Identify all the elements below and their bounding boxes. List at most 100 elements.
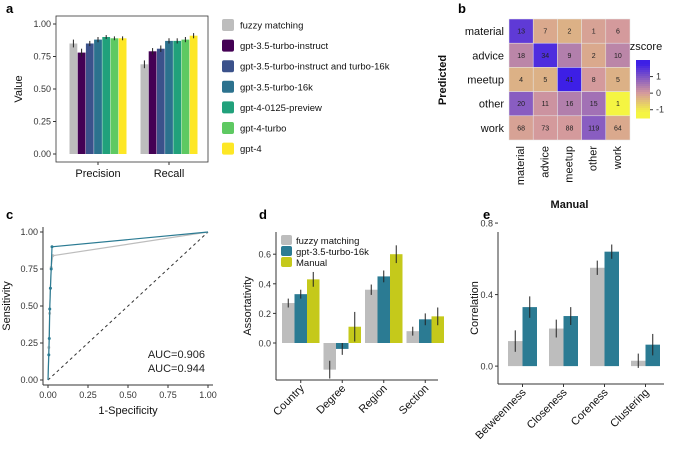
- bar: [390, 254, 403, 343]
- legend-gradient-step: [636, 100, 650, 103]
- cell-value: 6: [616, 29, 620, 36]
- legend-tick-label: 1: [656, 72, 661, 82]
- legend-gradient-step: [636, 112, 650, 115]
- legend-swatch: [281, 246, 292, 256]
- x-category-label: Closeness: [525, 386, 570, 431]
- cell-value: 73: [541, 125, 549, 132]
- legend-gradient-step: [636, 94, 650, 97]
- legend-label: fuzzy matching: [296, 236, 359, 247]
- legend-label: gpt-4: [240, 144, 262, 155]
- bar: [69, 43, 78, 154]
- cell-value: 119: [588, 125, 599, 132]
- legend-label: gpt-3.5-turbo-instruct: [240, 41, 329, 52]
- y-tick-label: 1.00: [33, 19, 51, 29]
- legend-gradient-step: [636, 62, 650, 65]
- heatmap-cell: [508, 67, 534, 92]
- panel-c: c 0.00 0.25 0.50 0.75 1.00 0.00 0.25 0.50 0.75 1.0…: [1, 207, 217, 417]
- legend-gradient-step: [636, 76, 650, 79]
- legend-swatch: [222, 122, 234, 134]
- bar: [406, 331, 419, 343]
- bar: [156, 48, 165, 155]
- heatmap-cell: [581, 67, 607, 92]
- col-label: other: [588, 146, 600, 171]
- heatmap-cell: [557, 18, 582, 44]
- cell-value: 11: [542, 101, 549, 108]
- x-category-label: Degree: [314, 383, 348, 417]
- legend-gradient-step: [636, 66, 650, 69]
- heatmap-cell: [605, 67, 631, 92]
- x-category-label: Recall: [154, 168, 185, 180]
- heatmap-cell: [508, 91, 534, 117]
- x-tick-label: 0.25: [79, 390, 97, 400]
- bar: [181, 39, 190, 154]
- legend-gradient-step: [636, 104, 650, 107]
- legend-gradient-step: [636, 110, 650, 113]
- y-tick-label: 0.0: [480, 362, 493, 372]
- cell-value: 5: [543, 77, 547, 84]
- legend-gradient-step: [636, 90, 650, 93]
- col-label: meetup: [564, 146, 576, 183]
- heatmap-cell: [557, 115, 582, 141]
- heatmap-cell: [581, 115, 607, 141]
- panel-d-label: d: [259, 207, 267, 222]
- legend-title: zscore: [630, 41, 662, 53]
- heatmap-cell: [532, 115, 558, 141]
- legend-swatch: [222, 60, 234, 73]
- cell-value: 7: [543, 29, 547, 36]
- y-axis-title: Assortativity: [242, 276, 254, 336]
- bar: [165, 40, 173, 154]
- y-tick-label: 0.25: [20, 338, 38, 348]
- legend-gradient-step: [636, 96, 650, 99]
- bar: [419, 319, 432, 343]
- auc-label: AUC=0.906: [148, 349, 205, 361]
- bar: [522, 307, 537, 367]
- bar: [118, 38, 127, 154]
- panel-a: a 0.00 0.25 0.50 0.75 1.00 Value Precision Recal…: [6, 1, 390, 180]
- cell-value: 10: [614, 53, 622, 60]
- bar: [173, 40, 182, 154]
- bar: [549, 328, 564, 367]
- panel-c-label: c: [6, 207, 13, 222]
- bar: [110, 38, 119, 154]
- legend-gradient-step: [636, 102, 650, 105]
- x-category-label: Country: [271, 382, 307, 418]
- cell-value: 13: [517, 29, 525, 36]
- y-axis-title: Predicted: [437, 55, 449, 105]
- legend-swatch: [222, 39, 234, 52]
- x-tick-label: 1.00: [199, 390, 217, 400]
- bar: [307, 279, 320, 343]
- col-label: work: [612, 146, 624, 171]
- bar: [604, 251, 619, 367]
- row-label: other: [479, 99, 504, 111]
- col-label: material: [515, 146, 527, 185]
- legend-tick-label: -1: [656, 105, 664, 115]
- legend-swatch: [281, 235, 292, 245]
- heatmap-cell: [532, 42, 558, 68]
- x-category-label: Clustering: [608, 387, 652, 431]
- legend-label: gpt-3.5-turbo-16k: [296, 247, 369, 258]
- legend-gradient-step: [636, 86, 650, 89]
- heatmap-cell: [532, 18, 558, 44]
- panel-a-label: a: [6, 1, 14, 16]
- x-category-label: Coreness: [569, 386, 611, 428]
- legend-gradient-step: [636, 68, 650, 71]
- bar: [140, 64, 149, 154]
- y-tick-label: 0.2: [258, 309, 271, 319]
- cell-value: 15: [590, 101, 598, 108]
- col-label: advice: [539, 146, 551, 178]
- y-tick-label: 0.00: [33, 149, 51, 159]
- legend-label: Manual: [296, 258, 327, 269]
- cell-value: 1: [592, 29, 596, 36]
- y-tick-label: 0.00: [20, 375, 38, 385]
- cell-value: 9: [568, 53, 572, 60]
- bar: [148, 51, 157, 154]
- x-category-label: Betweenness: [473, 386, 529, 442]
- x-axis-title: Manual: [551, 199, 589, 211]
- cell-value: 8: [592, 77, 596, 84]
- legend-label: gpt-4-0125-preview: [240, 103, 322, 114]
- y-axis-title: Correlation: [469, 281, 481, 335]
- legend-swatch: [222, 142, 234, 155]
- heatmap-cell: [581, 91, 607, 117]
- y-tick-label: 0.0: [258, 339, 271, 349]
